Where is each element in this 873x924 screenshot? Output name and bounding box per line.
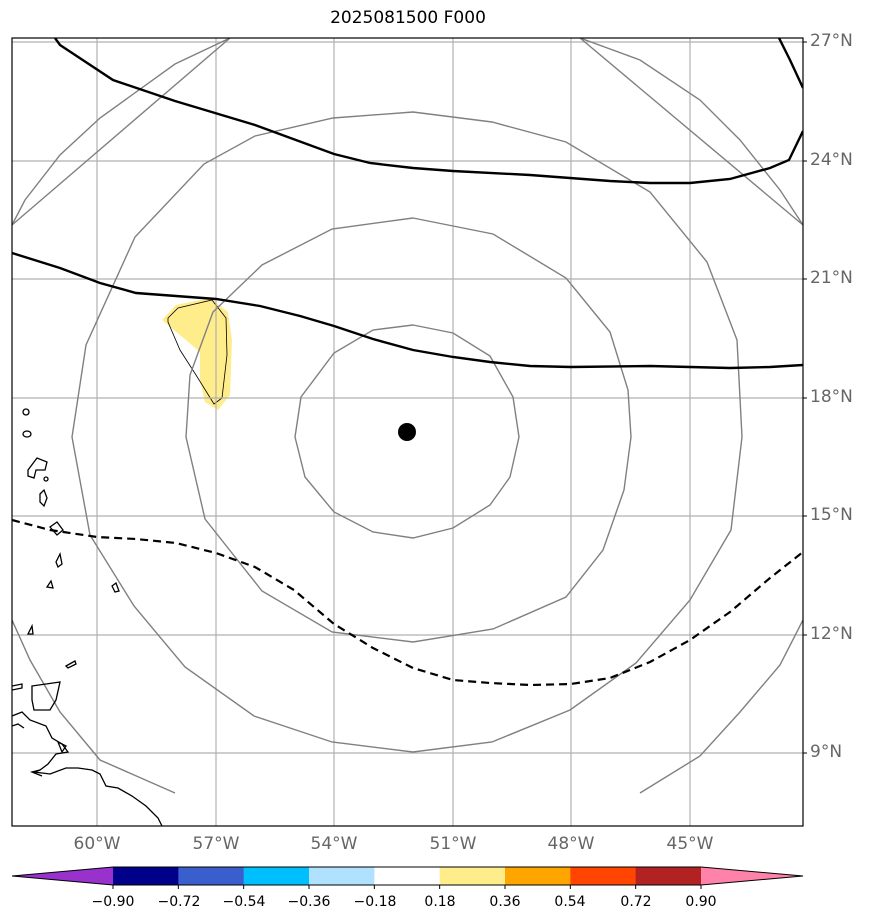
colorbar-segment [505, 867, 571, 885]
lon-label-51w: 51°W [429, 834, 477, 854]
colorbar-segment [309, 867, 375, 885]
lon-label-60w: 60°W [73, 834, 121, 854]
coastlines [12, 408, 163, 826]
colorbar [11, 866, 804, 889]
colorbar-segment [374, 867, 441, 885]
lon-label-45w: 45°W [666, 834, 714, 854]
colorbar-label-1: −0.72 [157, 894, 201, 910]
shaded-region [162, 298, 232, 410]
lat-label-12n: 12°N [810, 624, 853, 644]
lat-label-18n: 18°N [810, 387, 853, 407]
colorbar-segment [635, 867, 702, 885]
lat-label-21n: 21°N [810, 268, 853, 288]
colorbar-segment [243, 867, 310, 885]
colorbar-extend-low [12, 867, 113, 885]
dashed-contour [12, 518, 803, 687]
gridlines [12, 38, 803, 826]
colorbar-segment [113, 867, 179, 885]
colorbar-label-6: 0.36 [489, 894, 521, 910]
colorbar-label-7: 0.54 [554, 894, 586, 910]
colorbar-label-2: −0.54 [222, 894, 266, 910]
map-title: 2025081500 F000 [330, 8, 486, 28]
lat-label-9n: 9°N [810, 742, 843, 762]
colorbar-extend-high [701, 867, 803, 885]
colorbar-segment [439, 867, 506, 885]
lat-label-27n: 27°N [810, 31, 853, 51]
lon-label-57w: 57°W [192, 834, 240, 854]
colorbar-segments [12, 867, 803, 885]
colorbar-segment [178, 867, 245, 885]
plot-frame [11, 37, 804, 827]
colorbar-label-4: −0.18 [353, 894, 397, 910]
solid-contours [12, 38, 803, 370]
colorbar-segment [570, 867, 637, 885]
tick-marks [803, 41, 807, 754]
lon-label-54w: 54°W [310, 834, 358, 854]
colorbar-label-9: 0.90 [685, 894, 717, 910]
colorbar-label-3: −0.36 [287, 894, 331, 910]
lat-label-15n: 15°N [810, 505, 853, 525]
colorbar-label-5: 0.18 [424, 894, 456, 910]
range-rings [12, 38, 803, 794]
storm-center-marker [398, 423, 416, 441]
lat-label-24n: 24°N [810, 150, 853, 170]
colorbar-label-8: 0.72 [620, 894, 652, 910]
colorbar-label-0: −0.90 [91, 894, 135, 910]
map-plot [11, 37, 807, 827]
lon-label-48w: 48°W [547, 834, 595, 854]
